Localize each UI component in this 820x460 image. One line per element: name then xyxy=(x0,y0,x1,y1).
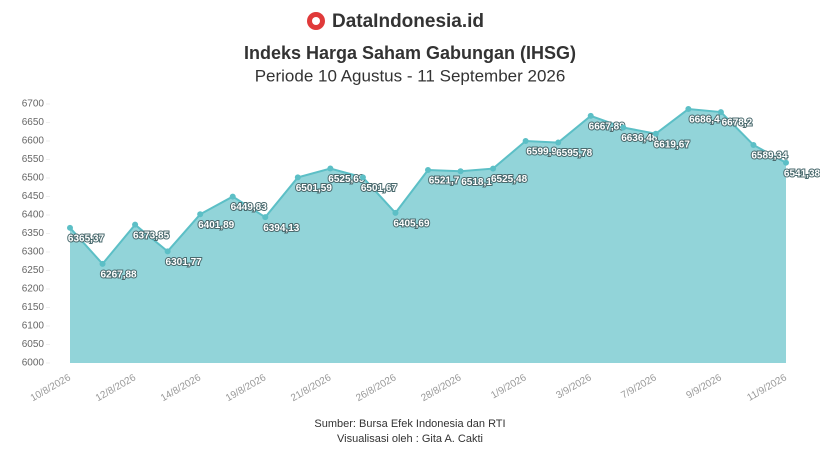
x-tick-label: 21/8/2026 xyxy=(289,372,333,404)
x-tick-label: 14/8/2026 xyxy=(159,372,203,404)
y-tick-label: 6300 xyxy=(22,247,45,258)
data-label: 6301,77 xyxy=(166,257,203,268)
y-tick-label: 6400 xyxy=(22,210,45,221)
chart-title: Indeks Harga Saham Gabungan (IHSG) xyxy=(244,43,576,63)
credit-note: Visualisasi oleh : Gita A. Cakti xyxy=(337,433,483,445)
point xyxy=(229,193,236,200)
data-label: 6686,4 xyxy=(689,115,720,126)
y-tick-label: 6050 xyxy=(22,339,45,350)
data-label: 6541,38 xyxy=(784,168,820,179)
y-tick-label: 6600 xyxy=(22,136,45,147)
y-tick-label: 6650 xyxy=(22,117,45,128)
point xyxy=(425,166,431,173)
data-label: 6267,88 xyxy=(100,270,137,281)
data-label: 6595,78 xyxy=(556,148,593,159)
data-label: 6636,48 xyxy=(621,133,658,144)
point xyxy=(359,174,366,181)
x-tick-label: 28/8/2026 xyxy=(419,372,463,404)
y-tick-label: 6550 xyxy=(22,154,45,165)
data-label: 6365,37 xyxy=(68,233,105,244)
y-tick-label: 6200 xyxy=(22,284,45,295)
data-label: 6501,59 xyxy=(296,183,333,194)
y-tick-label: 6350 xyxy=(22,228,45,239)
point xyxy=(717,109,724,116)
point xyxy=(132,221,139,228)
point xyxy=(327,165,334,172)
y-tick-label: 6500 xyxy=(22,173,45,184)
y-tick-label: 6700 xyxy=(22,99,45,110)
x-tick-label: 1/9/2026 xyxy=(489,372,529,401)
point xyxy=(783,159,789,166)
x-tick-label: 9/9/2026 xyxy=(685,372,725,401)
y-tick-label: 6100 xyxy=(22,321,45,332)
data-label: 6518,1 xyxy=(461,177,492,188)
point xyxy=(457,168,464,175)
data-label: 6449,83 xyxy=(231,202,268,213)
data-label: 6525,48 xyxy=(491,174,528,185)
point xyxy=(164,248,171,255)
data-label: 6619,67 xyxy=(654,139,691,150)
data-label: 6373,85 xyxy=(133,230,170,241)
data-label: 6394,13 xyxy=(263,223,300,234)
y-tick-label: 6000 xyxy=(22,358,45,369)
chart-subtitle: Periode 10 Agustus - 11 September 2026 xyxy=(255,66,566,85)
logo-inner xyxy=(312,17,320,25)
data-label: 6678,2 xyxy=(722,118,753,129)
x-tick-label: 26/8/2026 xyxy=(354,372,398,404)
x-tick-label: 7/9/2026 xyxy=(619,372,659,401)
point xyxy=(99,260,106,267)
y-tick-label: 6150 xyxy=(22,302,45,313)
data-label: 6599,9 xyxy=(526,147,557,158)
point xyxy=(750,141,757,148)
point xyxy=(652,130,659,137)
point xyxy=(294,174,301,181)
point xyxy=(67,224,73,231)
point xyxy=(620,124,627,131)
point xyxy=(587,112,594,119)
data-label: 6521,7 xyxy=(429,176,460,187)
x-tick-label: 3/9/2026 xyxy=(554,372,594,401)
data-label: 6525,69 xyxy=(328,174,365,185)
x-tick-label: 12/8/2026 xyxy=(94,372,138,404)
point xyxy=(490,165,497,172)
point xyxy=(685,106,692,113)
data-label: 6401,89 xyxy=(198,220,235,231)
data-label: 6589,34 xyxy=(751,151,788,162)
point xyxy=(197,211,204,218)
point xyxy=(522,138,529,145)
brand: DataIndonesia.id xyxy=(332,11,484,32)
y-tick-label: 6450 xyxy=(22,191,45,202)
point xyxy=(392,209,399,216)
data-label: 6405,69 xyxy=(393,219,430,230)
point xyxy=(262,214,269,221)
data-label: 6667,89 xyxy=(589,122,626,133)
x-tick-label: 10/8/2026 xyxy=(29,372,73,404)
x-tick-label: 19/8/2026 xyxy=(224,372,268,404)
data-label: 6501,67 xyxy=(361,183,398,194)
source-note: Sumber: Bursa Efek Indonesia dan RTI xyxy=(314,418,505,430)
point xyxy=(555,139,562,146)
x-tick-label: 11/9/2026 xyxy=(745,372,789,404)
y-tick-label: 6250 xyxy=(22,265,45,276)
area xyxy=(70,109,786,363)
